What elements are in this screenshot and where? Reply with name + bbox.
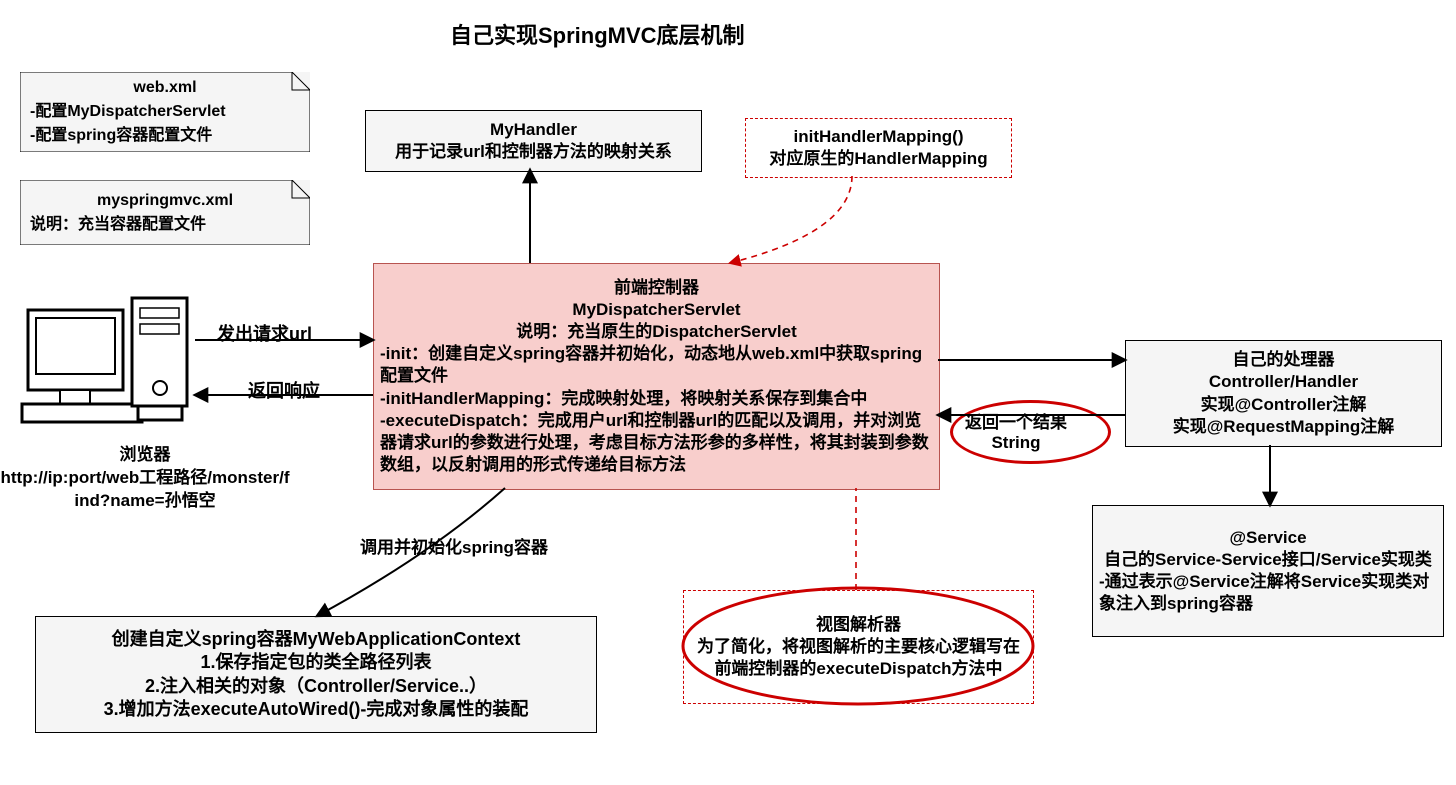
box-dispatcher-line-3: -init：创建自定义spring容器并初始化，动态地从web.xml中获取sp… [374, 343, 939, 387]
box-dispatcher-line-1: MyDispatcherServlet [374, 299, 939, 321]
note-webxml: web.xml-配置MyDispatcherServlet-配置spring容器… [20, 72, 310, 152]
box-dispatcher-line-2: 说明：充当原生的DispatcherServlet [374, 321, 939, 343]
box-inithm-line-1: 对应原生的HandlerMapping [746, 148, 1011, 170]
box-controller-line-2: 实现@Controller注解 [1126, 394, 1441, 416]
box-dispatcher-line-4: -initHandlerMapping：完成映射处理，将映射关系保存到集合中 [374, 388, 939, 410]
box-inithm-line-0: initHandlerMapping() [746, 126, 1011, 148]
box-inithm: initHandlerMapping()对应原生的HandlerMapping [745, 118, 1012, 178]
box-myhandler-line-1: 用于记录url和控制器方法的映射关系 [366, 141, 701, 163]
box-controller-line-3: 实现@RequestMapping注解 [1126, 416, 1441, 438]
note-webxml-line-0: web.xml [30, 79, 300, 97]
note-myspring: myspringmvc.xml说明：充当容器配置文件 [20, 180, 310, 245]
box-context-line-0: 创建自定义spring容器MyWebApplicationContext [36, 628, 596, 651]
box-controller: 自己的处理器Controller/Handler实现@Controller注解实… [1125, 340, 1442, 447]
box-service-line-1: 自己的Service-Service接口/Service实现类 [1093, 549, 1443, 571]
box-service-line-0: @Service [1093, 527, 1443, 549]
box-myhandler: MyHandler用于记录url和控制器方法的映射关系 [365, 110, 702, 172]
box-service: @Service自己的Service-Service接口/Service实现类-… [1092, 505, 1444, 637]
box-view-line-0: 视图解析器 [684, 614, 1033, 636]
note-myspring-line-0: myspringmvc.xml [30, 192, 300, 210]
box-dispatcher-line-0: 前端控制器 [374, 277, 939, 299]
browser-caption-line-0: 浏览器 [0, 444, 290, 467]
browser-icon [20, 290, 190, 425]
box-view: 视图解析器为了简化，将视图解析的主要核心逻辑写在前端控制器的executeDis… [683, 590, 1034, 704]
label-send_req: 发出请求url [217, 320, 312, 346]
browser-caption: 浏览器http://ip:port/web工程路径/monster/find?n… [0, 444, 290, 513]
browser-caption-line-1: http://ip:port/web工程路径/monster/find?name… [0, 467, 290, 513]
label-resp: 返回响应 [248, 377, 320, 403]
label-init_spring: 调用并初始化spring容器 [360, 533, 548, 558]
box-context-line-2: 2.注入相关的对象（Controller/Service..） [36, 675, 596, 698]
box-myhandler-line-0: MyHandler [366, 119, 701, 141]
box-dispatcher-line-5: -executeDispatch：完成用户url和控制器url的匹配以及调用，并… [374, 410, 939, 476]
box-context-line-3: 3.增加方法executeAutoWired()-完成对象属性的装配 [36, 698, 596, 721]
arrow-init_dash [730, 176, 852, 263]
note-myspring-line-1: 说明：充当容器配置文件 [30, 210, 300, 234]
note-webxml-line-1: -配置MyDispatcherServlet [30, 97, 300, 121]
box-service-line-2: -通过表示@Service注解将Service实现类对象注入到spring容器 [1093, 571, 1443, 615]
box-dispatcher: 前端控制器MyDispatcherServlet说明：充当原生的Dispatch… [373, 263, 940, 490]
box-controller-line-0: 自己的处理器 [1126, 349, 1441, 371]
box-view-line-1: 为了简化，将视图解析的主要核心逻辑写在前端控制器的executeDispatch… [684, 636, 1033, 680]
box-controller-line-1: Controller/Handler [1126, 371, 1441, 393]
page-title: 自己实现SpringMVC底层机制 [450, 18, 745, 50]
box-context-line-1: 1.保存指定包的类全路径列表 [36, 651, 596, 674]
note-webxml-line-2: -配置spring容器配置文件 [30, 121, 300, 145]
ellipse-return-string [950, 400, 1111, 464]
box-context: 创建自定义spring容器MyWebApplicationContext1.保存… [35, 616, 597, 733]
